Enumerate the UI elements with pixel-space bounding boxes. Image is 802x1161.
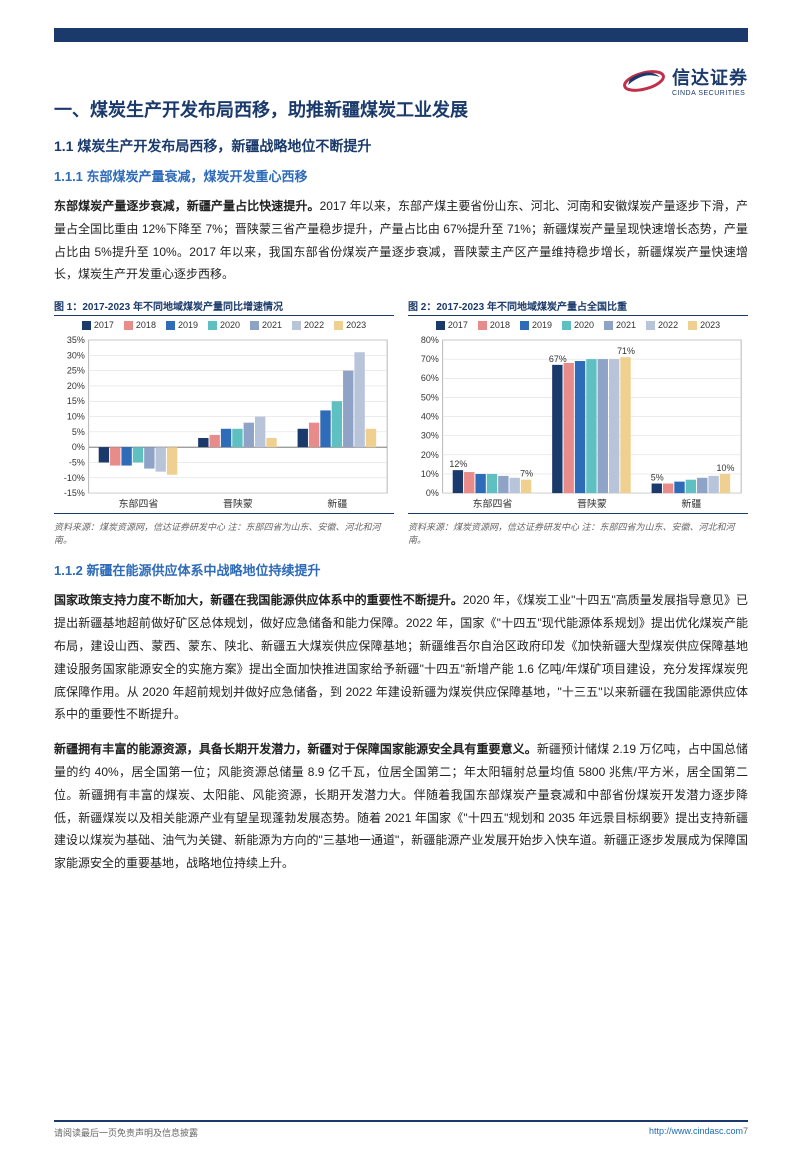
svg-text:0%: 0% <box>72 442 85 452</box>
svg-text:10%: 10% <box>67 412 85 422</box>
svg-text:67%: 67% <box>549 354 567 364</box>
logo-text-en: CINDA SECURITIES <box>672 90 748 97</box>
svg-text:20%: 20% <box>421 450 439 460</box>
svg-text:东部四省: 东部四省 <box>119 497 159 510</box>
page-footer: 请阅读最后一页免责声明及信息披露 http://www.cindasc.com7 <box>54 1120 748 1139</box>
svg-text:50%: 50% <box>421 393 439 403</box>
svg-text:-10%: -10% <box>64 473 85 483</box>
svg-text:30%: 30% <box>67 350 85 360</box>
footer-page-number: 7 <box>743 1126 748 1136</box>
para3-lead: 新疆拥有丰富的能源资源，具备长期开发潜力，新疆对于保障国家能源安全具有重要意义。 <box>54 742 537 756</box>
svg-text:12%: 12% <box>449 459 467 469</box>
paragraph-2: 国家政策支持力度不断加大，新疆在我国能源供应体系中的重要性不断提升。2020 年… <box>54 589 748 726</box>
svg-text:0%: 0% <box>426 488 439 498</box>
svg-text:新疆: 新疆 <box>681 497 701 510</box>
svg-text:新疆: 新疆 <box>327 497 347 510</box>
svg-text:71%: 71% <box>617 346 635 356</box>
svg-text:晋陕蒙: 晋陕蒙 <box>223 497 253 510</box>
chart-2-box: 图 2：2017-2023 年不同地域煤炭产量占全国比重 20172018201… <box>408 298 748 546</box>
svg-text:40%: 40% <box>421 412 439 422</box>
svg-text:5%: 5% <box>72 427 85 437</box>
footer-link[interactable]: http://www.cindasc.com <box>649 1126 743 1136</box>
para2-body: 2020 年，《煤炭工业"十四五"高质量发展指导意见》已提出新疆基地超前做好矿区… <box>54 593 748 721</box>
header-bar <box>54 28 748 42</box>
paragraph-3: 新疆拥有丰富的能源资源，具备长期开发潜力，新疆对于保障国家能源安全具有重要意义。… <box>54 738 748 875</box>
chart-1-source: 资料来源：煤炭资源网，信达证券研发中心 注：东部四省为山东、安徽、河北和河南。 <box>54 521 394 546</box>
svg-text:60%: 60% <box>421 373 439 383</box>
svg-text:5%: 5% <box>651 473 664 483</box>
svg-text:10%: 10% <box>421 469 439 479</box>
para1-lead: 东部煤炭产量逐步衰减，新疆产量占比快速提升。 <box>54 199 320 213</box>
chart-2-title: 图 2：2017-2023 年不同地域煤炭产量占全国比重 <box>408 298 748 316</box>
svg-text:10%: 10% <box>717 463 735 473</box>
svg-text:7%: 7% <box>520 469 533 479</box>
svg-text:25%: 25% <box>67 366 85 376</box>
chart-1-box: 图 1：2017-2023 年不同地域煤炭产量同比增速情况 2017201820… <box>54 298 394 546</box>
svg-text:30%: 30% <box>421 431 439 441</box>
brand-logo: 信达证券 CINDA SECURITIES <box>622 64 748 97</box>
charts-row: 图 1：2017-2023 年不同地域煤炭产量同比增速情况 2017201820… <box>54 298 748 546</box>
heading-3-1: 1.1.1 东部煤炭产量衰减，煤炭开发重心西移 <box>54 166 748 185</box>
chart-1-legend: 2017201820192020202120222023 <box>54 320 394 330</box>
chart-1-title: 图 1：2017-2023 年不同地域煤炭产量同比增速情况 <box>54 298 394 316</box>
paragraph-1: 东部煤炭产量逐步衰减，新疆产量占比快速提升。2017 年以来，东部产煤主要省份山… <box>54 195 748 286</box>
heading-3-2: 1.1.2 新疆在能源供应体系中战略地位持续提升 <box>54 560 748 579</box>
svg-text:-5%: -5% <box>69 458 85 468</box>
chart-2-svg: 0% 10% 20% 30% 40% 50% 60% 70% 80% 东部四省 晋陕蒙 新疆 12% 7%… <box>408 334 748 514</box>
logo-text-cn: 信达证券 <box>672 64 748 90</box>
heading-1: 一、煤炭生产开发布局西移，助推新疆煤炭工业发展 <box>54 96 748 122</box>
chart-1-svg: -15% -10% -5% 0% 5% 10% 15% 20% 25% 30% 35% 东部四省 晋陕蒙… <box>54 334 394 514</box>
cinda-logo-icon <box>622 65 666 97</box>
svg-text:-15%: -15% <box>64 488 85 498</box>
svg-text:东部四省: 东部四省 <box>473 497 513 510</box>
svg-text:70%: 70% <box>421 354 439 364</box>
chart-2-source: 资料来源：煤炭资源网，信达证券研发中心 注：东部四省为山东、安徽、河北和河南。 <box>408 521 748 546</box>
para2-lead: 国家政策支持力度不断加大，新疆在我国能源供应体系中的重要性不断提升。 <box>54 593 463 607</box>
svg-text:晋陕蒙: 晋陕蒙 <box>577 497 607 510</box>
svg-text:35%: 35% <box>67 335 85 345</box>
svg-text:80%: 80% <box>421 335 439 345</box>
para3-body: 新疆预计储煤 2.19 万亿吨，占中国总储量的约 40%，居全国第一位；风能资源… <box>54 742 748 870</box>
svg-text:15%: 15% <box>67 396 85 406</box>
svg-text:20%: 20% <box>67 381 85 391</box>
heading-2-1: 1.1 煤炭生产开发布局西移，新疆战略地位不断提升 <box>54 136 748 156</box>
chart-2-legend: 2017201820192020202120222023 <box>408 320 748 330</box>
